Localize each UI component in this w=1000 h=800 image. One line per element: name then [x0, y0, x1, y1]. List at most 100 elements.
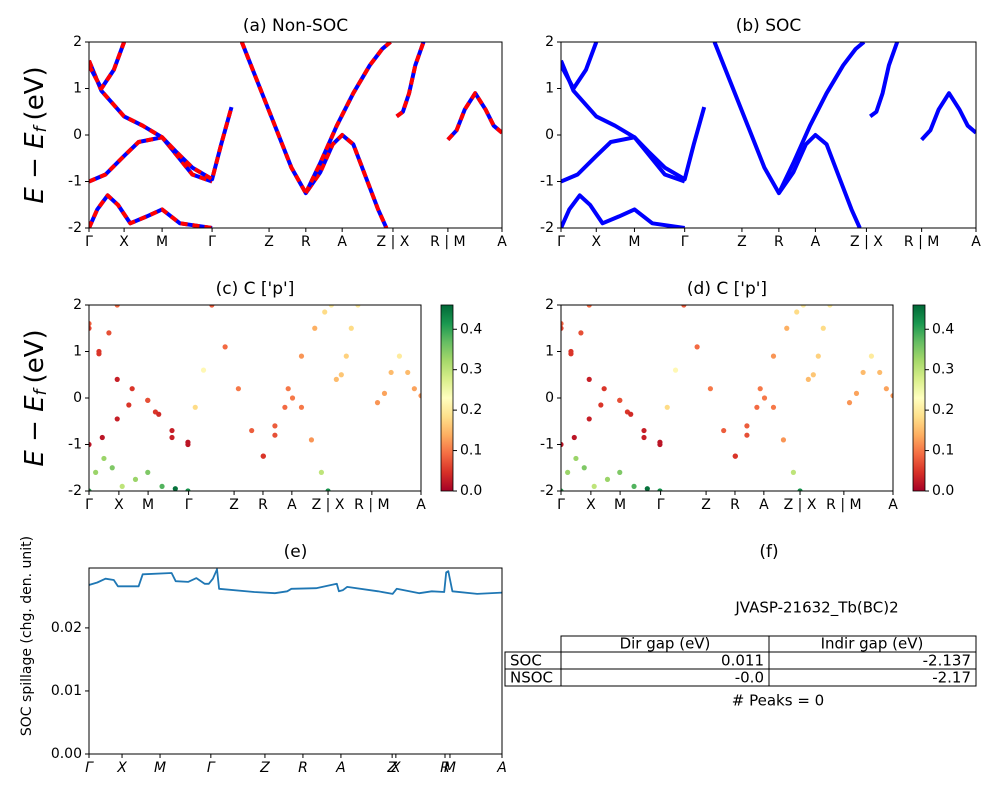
y-axis-label: E − Ef (eV): [20, 329, 52, 466]
band-point: [381, 390, 388, 396]
x-tick-label: Γ: [85, 234, 93, 250]
colorbar-tick-label: 0.3: [932, 362, 954, 378]
plot-frame: [88, 304, 422, 492]
panel: [561, 305, 893, 491]
band-point: [129, 386, 135, 392]
band-point: [681, 305, 687, 308]
x-tick-label: X: [591, 234, 601, 250]
band-point: [285, 386, 291, 392]
band-point: [89, 325, 92, 331]
band-point: [860, 369, 866, 376]
plot-frame: [88, 41, 503, 229]
colorbar: [912, 304, 926, 492]
x-tick-label: R | M: [430, 234, 465, 250]
band-point: [343, 353, 349, 359]
plot-frame: [560, 41, 977, 229]
colorbar-tick-label: 0.2: [460, 402, 482, 418]
band-point: [732, 453, 738, 459]
band-line: [446, 91, 502, 142]
band-point: [322, 309, 328, 315]
table-cell-text: -0.0: [735, 669, 764, 687]
band-point: [156, 411, 162, 417]
x-tick-label: Γ: [208, 234, 216, 250]
band-point: [571, 434, 577, 441]
y-label-sub: f: [31, 386, 51, 395]
band-line: [446, 91, 502, 142]
band-line: [561, 193, 685, 228]
band-line: [89, 193, 213, 228]
band-point: [169, 427, 175, 434]
table-cell-text: 0.011: [721, 652, 764, 670]
y-tick-label: 1: [73, 344, 82, 360]
band-point: [561, 488, 564, 491]
x-tick-label: A: [971, 234, 981, 250]
band-point: [794, 309, 800, 315]
band-line: [777, 42, 866, 194]
band-point: [694, 344, 700, 350]
table-header: Indir gap (eV): [821, 635, 924, 653]
y-tick-label: 2: [545, 297, 554, 313]
band-point: [222, 344, 228, 350]
band-point: [631, 483, 637, 489]
band-point: [114, 416, 120, 422]
x-tick-label: A: [888, 497, 898, 513]
band-point: [159, 483, 165, 489]
plot-frame: [88, 567, 503, 755]
x-tick-label: X: [114, 497, 124, 513]
band-point: [604, 476, 611, 482]
x-tick-label: R: [774, 234, 784, 250]
band-line: [89, 42, 126, 91]
band-point: [328, 305, 334, 308]
band-point: [644, 486, 650, 491]
band-point: [411, 386, 417, 392]
band-point: [815, 353, 821, 359]
band-point: [744, 432, 750, 438]
colorbar-tick-label: 0.3: [460, 362, 482, 378]
band-point: [617, 469, 623, 475]
band-point: [338, 372, 344, 378]
x-tick-label: A: [496, 760, 507, 776]
material-name: JVASP-21632_Tb(BC)2: [734, 599, 898, 618]
band-point: [707, 386, 714, 392]
band-point: [810, 372, 816, 378]
table-row-label: NSOC: [510, 669, 553, 687]
x-tick-label: A: [337, 234, 347, 250]
x-tick-label: M: [444, 760, 456, 776]
band-point: [591, 483, 597, 489]
band-point: [581, 465, 587, 471]
band-point: [890, 393, 893, 399]
band-point: [568, 348, 574, 355]
x-tick-label: R: [301, 234, 311, 250]
y-label-sub: f: [31, 123, 51, 132]
y-label-main: E − E: [20, 395, 50, 467]
band-point: [106, 330, 112, 336]
band-point: [348, 325, 354, 331]
peaks-note: # Peaks = 0: [732, 692, 824, 710]
band-point: [561, 325, 564, 331]
x-tick-label: Z | X: [312, 497, 345, 513]
y-tick-label: 0: [73, 390, 82, 406]
y-tick-label: 0: [545, 390, 554, 406]
band-point: [114, 305, 120, 308]
y-tick-label: 2: [73, 297, 82, 313]
band-line: [869, 42, 900, 119]
band-line: [561, 135, 686, 184]
band-point: [586, 416, 592, 422]
band-point: [883, 386, 889, 392]
band-point: [185, 439, 191, 445]
band-point: [200, 367, 207, 373]
y-axis-label: SOC spillage (chg. den. unit): [19, 536, 35, 736]
x-tick-label: M: [156, 234, 168, 250]
band-line: [395, 42, 426, 119]
band-point: [744, 423, 750, 429]
band-point: [96, 348, 102, 355]
band-point: [172, 486, 178, 491]
x-tick-label: Γ: [681, 234, 689, 250]
band-point: [617, 397, 623, 403]
x-tick-label: A: [497, 234, 507, 250]
y-tick-label: 0.02: [51, 620, 82, 636]
band-point: [784, 325, 790, 331]
band-point: [598, 402, 604, 408]
band-point: [312, 325, 318, 331]
